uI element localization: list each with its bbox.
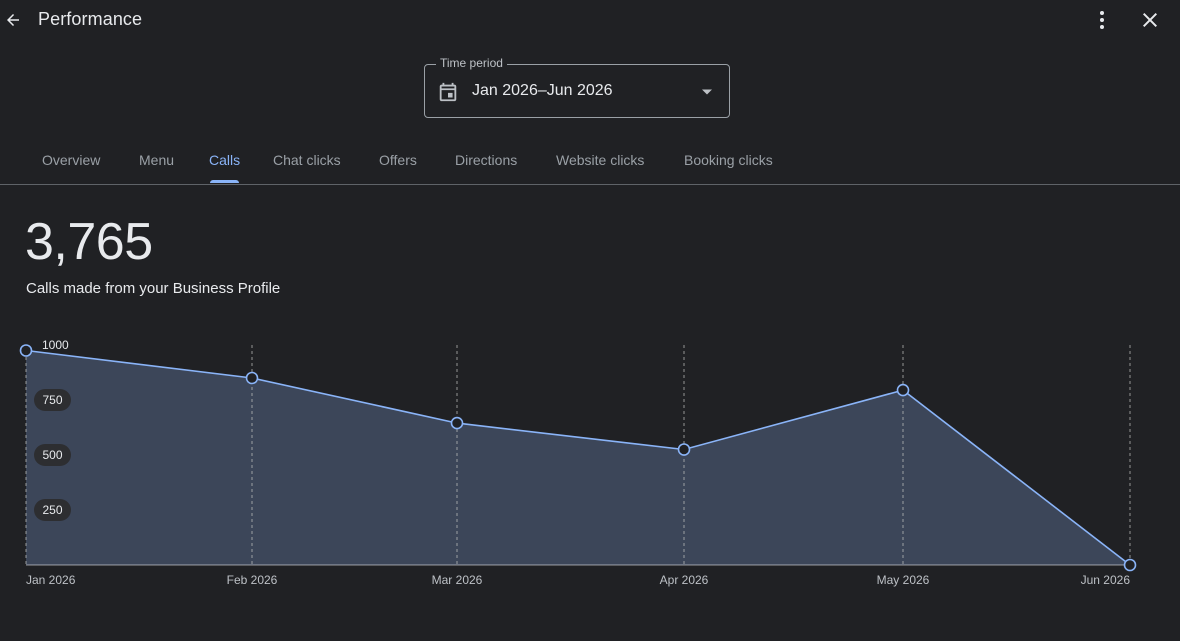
calendar-icon <box>439 82 457 102</box>
back-button[interactable] <box>0 6 26 34</box>
data-point-apr-2026 <box>677 443 691 456</box>
time-period-value: Jan 2026–Jun 2026 <box>472 82 613 99</box>
area-fill <box>26 350 1130 565</box>
x-tick-label: Feb 2026 <box>227 573 278 587</box>
y-tick-label: 250 <box>42 503 62 517</box>
calls-total: 3,765 <box>25 213 153 271</box>
tab-booking-clicks[interactable]: Booking clicks <box>684 152 773 168</box>
metric-tabs: Overview Menu Calls Chat clicks Offers D… <box>0 140 1180 185</box>
x-tick-label: May 2026 <box>877 573 930 587</box>
x-tick-label: Apr 2026 <box>660 573 709 587</box>
page-title: Performance <box>38 9 143 29</box>
calls-line <box>25 349 1131 566</box>
tab-overview[interactable]: Overview <box>42 152 101 168</box>
y-tick-label: 750 <box>42 393 62 407</box>
tab-calls[interactable]: Calls <box>209 152 241 168</box>
calls-description: Calls made from your Business Profile <box>26 280 281 297</box>
calls-chart: 1000 750 500 250 Jan 2026 Feb 2026 Mar 2026 Apr… <box>19 338 1137 587</box>
more-options-button[interactable] <box>1090 8 1114 32</box>
close-button[interactable] <box>1138 8 1162 32</box>
data-point-jan-2026 <box>19 344 33 357</box>
close-icon <box>1143 13 1157 27</box>
chevron-down-icon <box>702 89 712 95</box>
x-tick-label: Mar 2026 <box>432 573 483 587</box>
data-point-may-2026 <box>896 383 910 397</box>
y-tick-label: 1000 <box>42 338 69 352</box>
y-tick-pill <box>34 389 71 411</box>
data-point-jun-2026 <box>1123 558 1137 572</box>
tab-menu[interactable]: Menu <box>139 152 175 168</box>
active-tab-indicator <box>210 180 239 183</box>
tab-offers[interactable]: Offers <box>379 152 417 168</box>
time-period-select[interactable]: Time period Jan 2026–Jun 2026 <box>424 56 730 118</box>
more-vert-icon <box>1100 11 1104 29</box>
tab-website-clicks[interactable]: Website clicks <box>556 152 645 168</box>
tab-directions[interactable]: Directions <box>455 152 518 168</box>
x-tick-label: Jan 2026 <box>26 573 76 587</box>
arrow-back-icon <box>7 14 19 26</box>
tab-chat-clicks[interactable]: Chat clicks <box>273 152 341 168</box>
data-point-feb-2026 <box>245 371 259 385</box>
time-period-label: Time period <box>436 56 507 70</box>
y-tick-pill <box>34 499 71 521</box>
y-tick-pill <box>34 444 71 466</box>
x-tick-label: Jun 2026 <box>1081 573 1131 587</box>
y-tick-label: 500 <box>42 448 62 462</box>
data-point-mar-2026 <box>450 416 464 430</box>
